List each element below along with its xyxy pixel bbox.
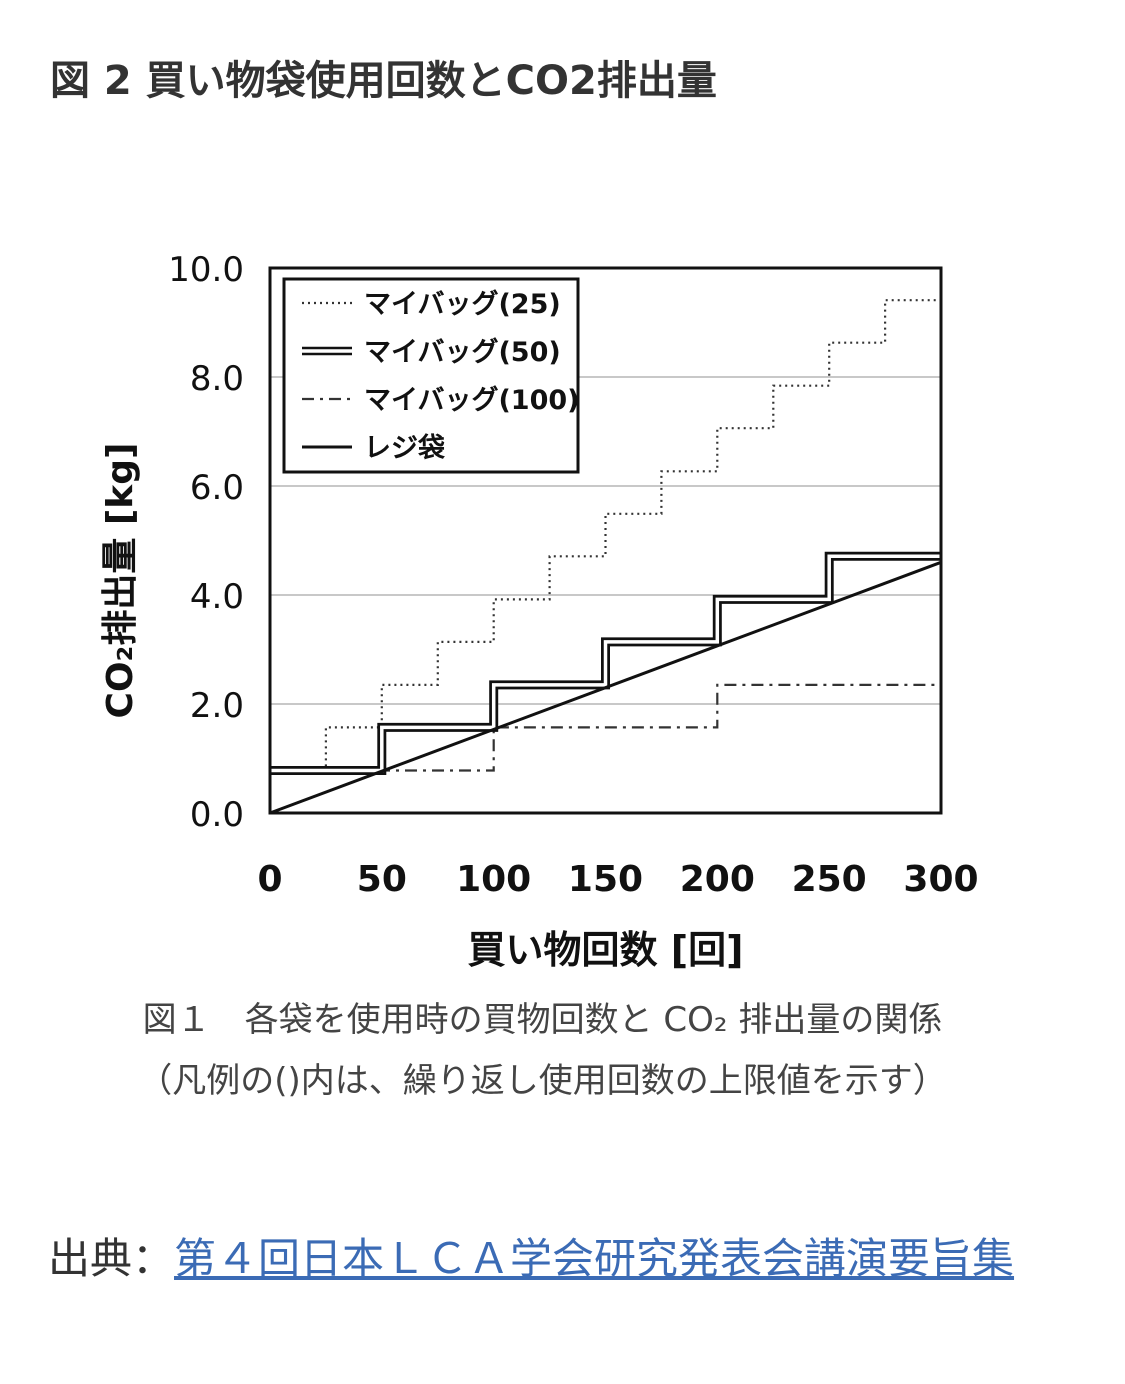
page-heading: 図 2 買い物袋使用回数とCO2排出量 xyxy=(50,58,717,104)
x-tick-label: 0 xyxy=(257,859,282,900)
x-tick-label: 100 xyxy=(456,859,531,900)
series-3-line xyxy=(270,683,941,772)
source-link[interactable]: 第４回日本ＬＣＡ学会研究発表会講演要旨集 xyxy=(174,1234,1015,1283)
tick-labels: 0.0 2.0 4.0 6.0 8.0 10.0 0 50 100 150 200 250 300 xyxy=(168,250,978,900)
x-tick-label: 200 xyxy=(680,859,755,900)
x-tick-label: 50 xyxy=(357,859,407,900)
y-tick-label: 4.0 xyxy=(190,577,244,617)
y-tick-label: 2.0 xyxy=(190,686,244,726)
series-1-line xyxy=(270,299,941,772)
y-axis-label: CO₂排出量 [kg] xyxy=(100,443,141,719)
legend-label: マイバッグ(25) xyxy=(364,288,561,320)
legend-label: マイバッグ(50) xyxy=(364,336,561,368)
source-label: 出典： xyxy=(48,1234,175,1283)
legend: マイバッグ(25) マイバッグ(50) マイバッグ(100) レジ袋 xyxy=(282,277,580,474)
legend-label: マイバッグ(100) xyxy=(364,384,580,416)
series-layer xyxy=(269,299,942,815)
x-tick-label: 250 xyxy=(792,859,867,900)
source-citation: 出典：第４回日本ＬＣＡ学会研究発表会講演要旨集 xyxy=(48,1228,1058,1290)
y-tick-label: 6.0 xyxy=(190,468,244,508)
series-2-line-inner xyxy=(270,554,941,773)
legend-label: レジ袋 xyxy=(364,433,446,464)
figure-caption-note: （凡例の()内は、繰り返し使用回数の上限値を示す） xyxy=(138,1061,947,1101)
y-tick-label: 8.0 xyxy=(190,359,244,399)
x-tick-label: 150 xyxy=(568,859,643,900)
figure-caption: 図１ 各袋を使用時の買物回数と CO₂ 排出量の関係 xyxy=(142,1000,943,1040)
x-tick-label: 300 xyxy=(903,859,978,900)
y-tick-label: 10.0 xyxy=(168,250,244,290)
legend-box xyxy=(282,277,580,474)
plot-frame xyxy=(268,266,943,815)
series-4-line xyxy=(269,560,942,815)
x-axis-label: 買い物回数 [回] xyxy=(468,928,744,972)
y-tick-label: 0.0 xyxy=(190,795,244,835)
